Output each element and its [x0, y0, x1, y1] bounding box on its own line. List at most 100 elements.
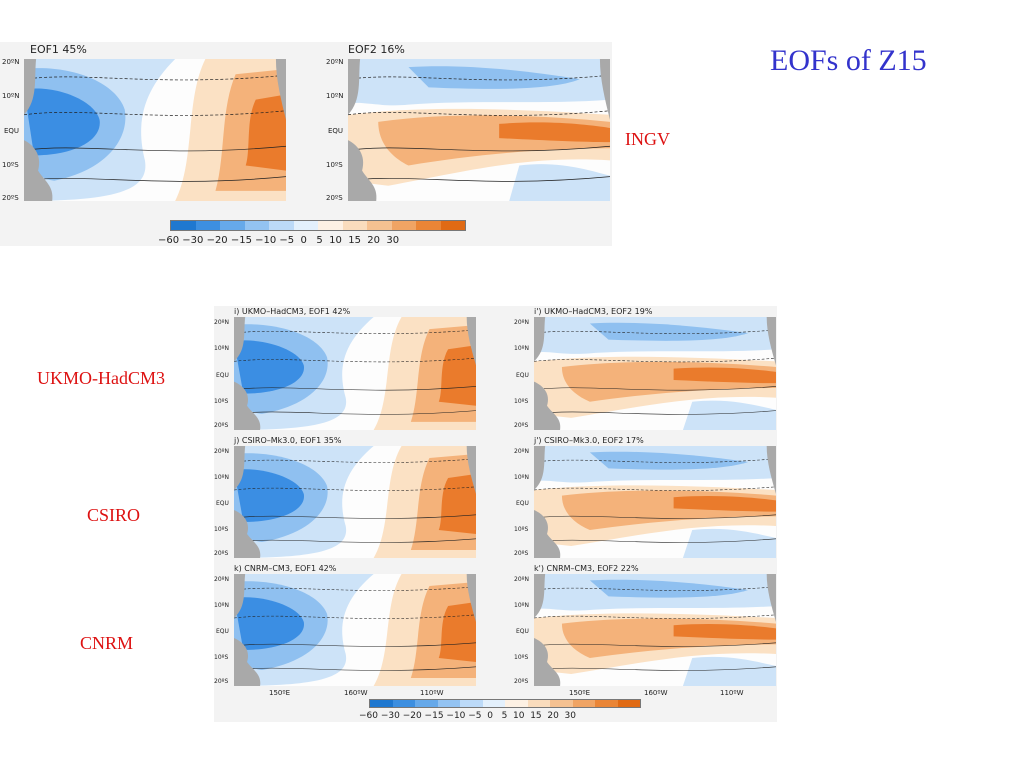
negative-region	[408, 66, 580, 89]
lat-label: 10ºS	[2, 161, 19, 169]
land-mass	[534, 638, 561, 686]
lat-label: 20ºS	[514, 678, 529, 685]
colorbar	[170, 220, 466, 231]
lon-label: 160ºW	[344, 689, 368, 697]
lat-label: 10ºN	[214, 474, 229, 481]
lat-label: 20ºS	[214, 422, 229, 429]
colorbar-swatch	[572, 700, 595, 707]
land-mass	[234, 317, 246, 362]
negative-region	[234, 469, 305, 522]
csiro-eof1-map	[234, 446, 476, 558]
land-mass	[534, 317, 546, 362]
lat-label: 20ºN	[2, 58, 20, 66]
contour-line	[234, 666, 476, 671]
lat-label: 10ºS	[214, 654, 229, 661]
csiro-eof2-map	[534, 446, 776, 558]
lat-label: 10ºN	[514, 345, 529, 352]
land-mass	[348, 59, 361, 115]
eof-map-graphic	[348, 59, 610, 201]
lat-label: EQU	[216, 372, 229, 379]
land-mass	[234, 381, 261, 430]
panel-title: j') CSIRO–Mk3.0, EOF2 17%	[534, 436, 644, 445]
lat-label: EQU	[516, 500, 529, 507]
colorbar-swatch	[482, 700, 505, 707]
colorbar-swatch	[392, 700, 415, 707]
panel-title: EOF2 16%	[348, 43, 405, 56]
lat-label: 20ºS	[214, 678, 229, 685]
lon-label: 150ºE	[269, 689, 291, 697]
lat-label: 10ºS	[214, 398, 229, 405]
colorbar-swatch	[367, 221, 392, 230]
lat-label: 20ºN	[214, 448, 229, 455]
land-mass	[766, 446, 776, 494]
lat-label: 10ºS	[326, 161, 343, 169]
colorbar-swatch	[171, 221, 196, 230]
positive-region	[673, 624, 776, 640]
contour-line	[534, 538, 776, 543]
land-mass	[234, 446, 246, 490]
lat-label: 20ºS	[2, 194, 19, 202]
lon-label: 160ºW	[644, 689, 668, 697]
contour-line	[234, 514, 476, 519]
panel-title: j) CSIRO–Mk3.0, EOF1 35%	[234, 436, 342, 445]
eof-map-graphic	[534, 574, 776, 686]
ingv-label: INGV	[625, 129, 670, 149]
colorbar-swatch	[437, 700, 460, 707]
lat-label: EQU	[216, 500, 229, 507]
lat-label: EQU	[4, 127, 20, 135]
negative-region	[682, 400, 776, 430]
colorbar	[369, 699, 641, 708]
lat-label: 10ºS	[514, 654, 529, 661]
land-mass	[466, 317, 476, 366]
lat-label: 10ºN	[214, 602, 229, 609]
negative-region	[682, 656, 776, 686]
land-mass	[234, 638, 261, 686]
land-mass	[24, 140, 53, 201]
panel-title: k') CNRM–CM3, EOF2 22%	[534, 564, 639, 573]
colorbar-swatch	[391, 221, 416, 230]
positive-region	[673, 496, 776, 512]
colorbar-swatch	[527, 700, 550, 707]
colorbar-swatch	[318, 221, 343, 230]
ukmo-label: UKMO-HadCM3	[37, 368, 165, 388]
colorbar-swatch	[415, 700, 438, 707]
lat-label: 10ºN	[514, 474, 529, 481]
contour-line	[24, 176, 286, 182]
eof1-map	[24, 59, 286, 201]
lat-label: 10ºN	[2, 92, 20, 100]
contour-line	[348, 176, 610, 182]
land-mass	[766, 317, 776, 366]
eof-map-graphic	[234, 574, 476, 686]
lat-label: 20ºN	[214, 576, 229, 583]
contour-line	[534, 386, 776, 391]
colorbar-swatch	[220, 221, 245, 230]
colorbar-swatch	[195, 221, 220, 230]
lat-label: 20ºN	[514, 319, 529, 326]
colorbar-swatch	[342, 221, 367, 230]
contour-line	[534, 410, 776, 415]
ukmo-eof1-map	[234, 317, 476, 430]
lat-label: 10ºN	[214, 345, 229, 352]
lon-label: 110ºW	[420, 689, 444, 697]
lat-label: 20ºS	[326, 194, 343, 202]
lat-label: EQU	[516, 628, 529, 635]
negative-region	[234, 597, 305, 650]
lat-label: 20ºS	[514, 422, 529, 429]
positive-region	[438, 345, 476, 406]
lat-label: 20ºS	[514, 550, 529, 557]
land-mass	[466, 574, 476, 622]
colorbar-swatch	[460, 700, 483, 707]
negative-region	[234, 340, 305, 394]
colorbar-swatch	[269, 221, 294, 230]
colorbar-swatch	[505, 700, 528, 707]
land-mass	[766, 574, 776, 622]
eof-map-graphic	[534, 317, 776, 430]
lat-label: 20ºN	[514, 576, 529, 583]
colorbar-tick-labels: −60 −30 −20 −15 −10 −5 0 5 10 15 20 30	[158, 235, 400, 246]
negative-region	[24, 88, 100, 156]
colorbar-swatch	[617, 700, 640, 707]
positive-region	[438, 602, 476, 662]
ingv-figure: EOF1 45% EOF2 16% 20ºN 10ºN EQU 10ºS 20º…	[0, 42, 612, 246]
negative-region	[682, 528, 776, 558]
positive-region	[438, 474, 476, 534]
